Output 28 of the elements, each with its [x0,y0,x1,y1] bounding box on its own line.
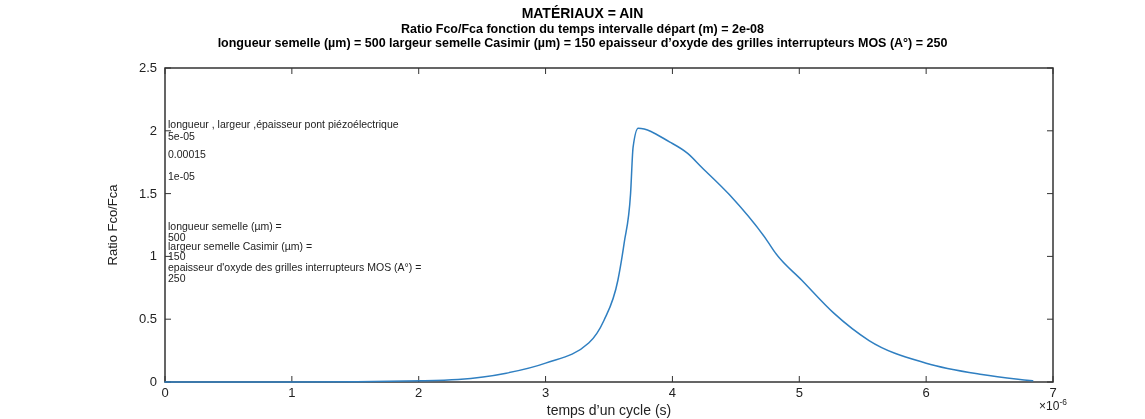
x-tick-label: 5 [795,385,803,400]
annotation: 1e-05 [168,170,196,182]
x-tick-label: 1 [288,385,296,400]
x-tick-label: 0 [161,385,169,400]
annotation: 500 [168,231,186,243]
y-axis-title: Ratio Fco/Fca [105,183,120,266]
y-tick-label: 1 [149,248,157,264]
text: ×10$^{-6}$ [1039,397,1068,413]
x-tick-label: 3 [541,385,550,400]
annotation: largeur semelle Casimir (µm) = [168,240,313,252]
x-tick-label: 2 [415,385,423,400]
annotation: longueur , largeur ,épaisseur pont piézoélectrique [168,118,399,130]
x-tick-label: 4 [668,385,677,400]
annotation: 0.00015 [168,148,207,160]
annotation: 250 [168,272,186,284]
annotation: longueur semelle (µm) = [168,220,282,232]
y-tick-label: 0.5 [138,311,157,327]
y-tick-label: 2 [149,122,157,138]
y-tick-label: 0 [149,374,157,389]
chart-title: MATÉRIAUX = AIN [521,5,644,21]
y-tick-label: 2.5 [138,60,157,75]
x-tick-label: 6 [922,385,930,400]
chart-subtitle: Ratio Fco/Fca fonction du temps intervalle départ (m) = 2e-08 longueur semelle (µm) = 500 largeur semelle Casimir (µm) = 150 epaisseur d’oxyde des grilles interrupteurs MOS (A°) = 250 [217,22,948,50]
y-tick-label: 1.5 [138,185,157,201]
annotation: epaisseur d'oxyde des grilles interrupteurs MOS (A°) = [168,261,422,273]
x-tick-label: 7 [1049,385,1057,400]
annotation: 5e-05 [168,130,196,142]
x-axis-title: temps d’un cycle (s) [546,402,672,418]
